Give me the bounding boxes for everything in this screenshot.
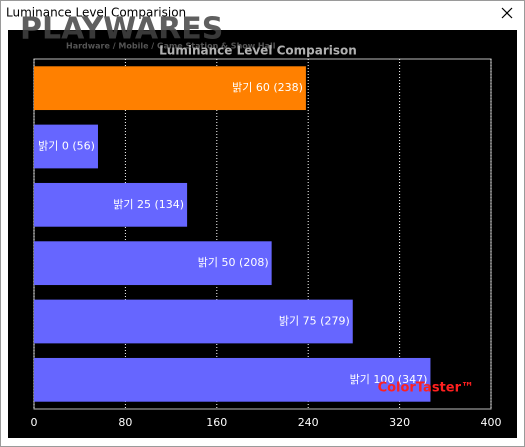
bar-label: 밝기 60 (238) (232, 81, 303, 94)
category-label: 밝기 50 (198, 256, 236, 269)
bar (34, 66, 306, 111)
x-tick-label: 240 (298, 416, 319, 429)
bar-label: 밝기 0 (56) (38, 140, 95, 153)
x-tick-label: 80 (118, 416, 132, 429)
value-label: (347) (398, 373, 428, 386)
category-label: 밝기 0 (38, 140, 69, 153)
value-label: (279) (320, 315, 350, 328)
category-label: 밝기 100 (350, 373, 395, 386)
bar-label: 밝기 75 (279) (279, 315, 350, 328)
x-tick-label: 0 (31, 416, 38, 429)
category-label: 밝기 25 (113, 198, 151, 211)
brand: ColorTaster™ (378, 381, 474, 396)
bar-label: 밝기 100 (347) (350, 373, 428, 386)
value-label: (238) (273, 81, 303, 94)
bar (34, 182, 188, 227)
bar (34, 299, 353, 344)
watermark-subtitle: Hardware / Mobile / Game Station & Show … (66, 42, 276, 51)
value-label: (208) (239, 256, 269, 269)
bar-label: 밝기 50 (208) (198, 256, 269, 269)
x-tick-label: 400 (481, 416, 502, 429)
x-tick-label: 160 (206, 416, 227, 429)
category-label: 밝기 60 (232, 81, 270, 94)
bar (34, 124, 98, 169)
bar-label: 밝기 25 (134) (113, 198, 184, 211)
x-tick-label: 320 (389, 416, 410, 429)
chart-title: Luminance Level Comparison (159, 44, 357, 58)
watermark: PLAYWARES (20, 12, 223, 47)
bar (34, 241, 272, 286)
close-button[interactable] (501, 7, 513, 19)
value-label: (56) (72, 140, 95, 153)
category-label: 밝기 75 (279, 315, 317, 328)
bar (34, 357, 431, 402)
value-label: (134) (155, 198, 185, 211)
window-title: Luminance Level Comparision (6, 6, 186, 20)
